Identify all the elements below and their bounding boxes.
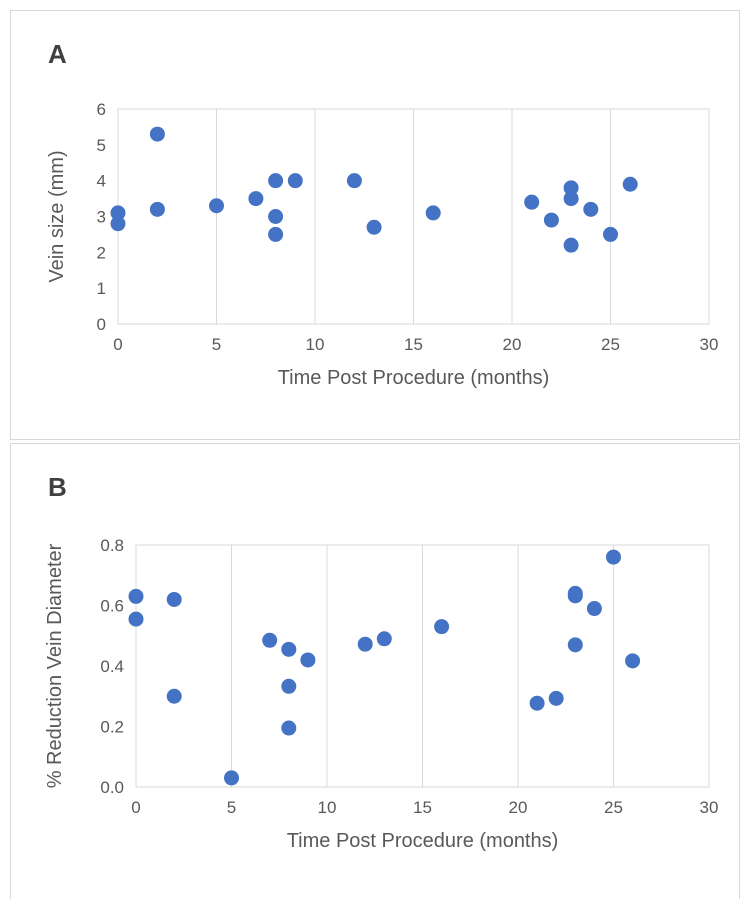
- y-axis-title: Vein size (mm): [46, 150, 68, 282]
- y-tick-label: 0: [97, 315, 106, 334]
- data-point: [248, 191, 264, 207]
- data-point: [268, 173, 284, 189]
- data-point: [281, 720, 297, 736]
- x-tick-label: 15: [413, 798, 432, 817]
- chart-panel-a: A 0 5 10 15 20 25 30 0 1 2 3 4 5 6 Time Post Procedure…: [10, 10, 740, 440]
- data-point: [166, 591, 182, 607]
- data-point: [224, 770, 239, 786]
- x-tick-label: 10: [318, 798, 337, 817]
- data-point: [567, 637, 583, 653]
- data-point: [625, 653, 641, 669]
- data-point: [434, 619, 450, 635]
- data-point: [563, 237, 579, 253]
- data-point: [606, 549, 621, 565]
- data-point: [262, 632, 278, 648]
- scatter-plot-b: 0 5 10 15 20 25 30 0.0 0.2 0.4 0.6 0.8 Time Post Pro…: [44, 536, 719, 852]
- data-point: [287, 173, 303, 189]
- data-point: [563, 191, 579, 207]
- data-point: [586, 601, 602, 617]
- x-tick-label: 20: [503, 335, 522, 354]
- data-point: [603, 226, 618, 242]
- data-point: [128, 611, 144, 627]
- panel-label-a: A: [48, 39, 67, 69]
- x-tick-label: 25: [601, 335, 620, 354]
- y-axis-title: % Reduction Vein Diameter: [44, 543, 66, 788]
- y-tick-label: 5: [97, 136, 106, 155]
- x-tick-label: 5: [212, 335, 221, 354]
- data-point: [268, 209, 284, 224]
- data-point: [529, 695, 545, 711]
- data-point: [357, 636, 373, 652]
- y-tick-label: 0.6: [100, 597, 124, 616]
- data-point: [563, 180, 579, 196]
- y-tick-label: 1: [97, 279, 106, 298]
- y-tick-label: 0.4: [100, 657, 124, 676]
- data-point: [548, 690, 564, 706]
- data-point: [149, 126, 165, 142]
- data-point: [425, 205, 441, 221]
- x-tick-label: 25: [604, 798, 623, 817]
- y-tick-label: 0.0: [100, 778, 124, 797]
- data-point: [524, 194, 540, 210]
- x-axis-title: Time Post Procedure (months): [278, 367, 550, 389]
- data-point: [543, 212, 559, 228]
- x-tick-label: 20: [509, 798, 528, 817]
- chart-panel-b: B 0 5 10 15 20 25 30 0.0 0.2 0.4 0.6 0.8 Time Post P…: [10, 443, 740, 899]
- data-point: [268, 226, 284, 242]
- y-tick-label: 4: [97, 172, 106, 191]
- data-point: [149, 201, 165, 217]
- y-tick-label: 3: [97, 208, 106, 227]
- data-point: [346, 173, 362, 189]
- data-point: [376, 631, 392, 647]
- x-tick-label: 0: [131, 798, 140, 817]
- data-point: [622, 176, 638, 192]
- data-point: [166, 688, 182, 704]
- y-tick-label: 6: [97, 100, 106, 119]
- data-point: [281, 641, 297, 657]
- data-point: [300, 652, 316, 668]
- x-axis-title: Time Post Procedure (months): [287, 830, 559, 852]
- data-point: [567, 588, 583, 604]
- y-tick-label: 0.8: [100, 536, 124, 555]
- data-point: [583, 201, 599, 217]
- y-tick-label: 0.2: [100, 718, 124, 737]
- data-point: [110, 216, 126, 232]
- data-point: [128, 588, 144, 604]
- data-point: [281, 678, 297, 694]
- data-point: [209, 198, 224, 214]
- x-tick-label: 15: [404, 335, 423, 354]
- x-tick-label: 5: [227, 798, 236, 817]
- x-tick-label: 30: [700, 798, 719, 817]
- data-point: [110, 205, 126, 221]
- x-tick-label: 30: [700, 335, 719, 354]
- scatter-plot-a: 0 5 10 15 20 25 30 0 1 2 3 4 5 6 Time Post Procedure (…: [46, 100, 719, 389]
- panel-label-b: B: [48, 472, 67, 502]
- x-tick-label: 0: [113, 335, 122, 354]
- y-tick-label: 2: [97, 243, 106, 262]
- x-tick-label: 10: [306, 335, 325, 354]
- data-point: [366, 219, 382, 235]
